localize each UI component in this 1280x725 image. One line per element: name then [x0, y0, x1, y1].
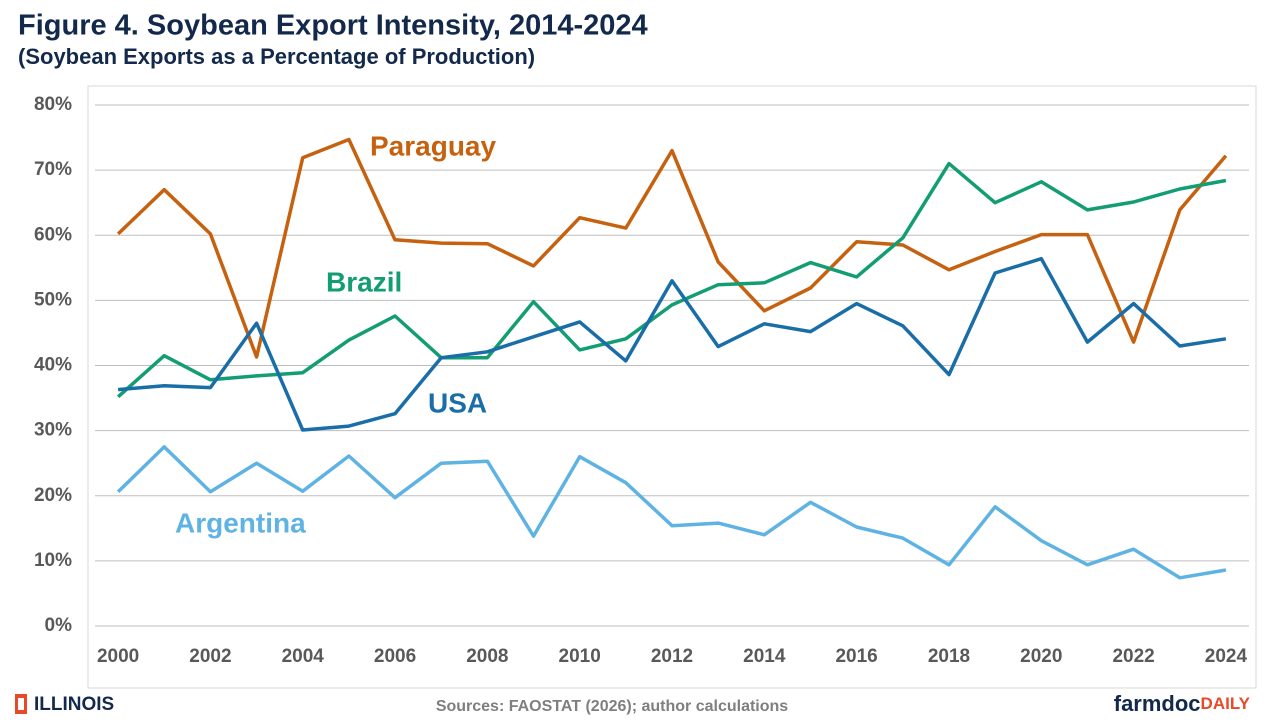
- x-tick-label: 2020: [1020, 646, 1062, 667]
- x-tick-label: 2022: [1112, 646, 1154, 667]
- x-tick-label: 2016: [835, 646, 877, 667]
- plot-frame: [87, 85, 1257, 689]
- x-tick-label: 2012: [651, 646, 693, 667]
- chart-subtitle: (Soybean Exports as a Percentage of Prod…: [18, 44, 535, 69]
- series-label: Brazil: [326, 266, 402, 297]
- y-tick-label: 40%: [34, 355, 72, 376]
- x-tick-label: 2008: [466, 646, 508, 667]
- y-tick-label: 10%: [34, 550, 72, 571]
- series-line: [116, 161, 1227, 399]
- series-line: [116, 445, 1227, 580]
- y-tick-label: 20%: [34, 485, 72, 506]
- brand-main: farmdoc: [1114, 691, 1201, 716]
- series-line: [116, 137, 1228, 359]
- x-tick-label: 2014: [743, 646, 786, 667]
- y-tick-label: 50%: [34, 289, 72, 310]
- x-tick-label: 2010: [559, 646, 601, 667]
- x-tick-label: 2024: [1205, 646, 1248, 667]
- y-tick-label: 60%: [34, 224, 72, 245]
- illinois-logo: ILLINOIS: [15, 694, 114, 715]
- y-tick-label: 70%: [34, 159, 72, 180]
- logo-text: ILLINOIS: [34, 694, 114, 715]
- y-tick-label: 30%: [34, 420, 72, 441]
- x-tick-label: 2004: [282, 646, 325, 667]
- series-line: [117, 256, 1227, 432]
- logo-mark-cut: [18, 698, 24, 710]
- y-tick-label: 80%: [34, 94, 72, 115]
- y-tick-label: 0%: [45, 615, 73, 636]
- brand-suffix: DAILY: [1201, 694, 1251, 713]
- series-label: Paraguay: [370, 130, 496, 161]
- series-label: USA: [428, 387, 487, 418]
- x-tick-label: 2006: [374, 646, 416, 667]
- chart-title: Figure 4. Soybean Export Intensity, 2014…: [18, 10, 648, 42]
- x-tick-label: 2018: [928, 646, 970, 667]
- x-tick-label: 2000: [97, 646, 139, 667]
- series-label: Argentina: [175, 507, 306, 538]
- source-note: Sources: FAOSTAT (2026); author calculat…: [436, 698, 788, 715]
- x-tick-label: 2002: [189, 646, 231, 667]
- brand: farmdocDAILY: [1114, 691, 1251, 716]
